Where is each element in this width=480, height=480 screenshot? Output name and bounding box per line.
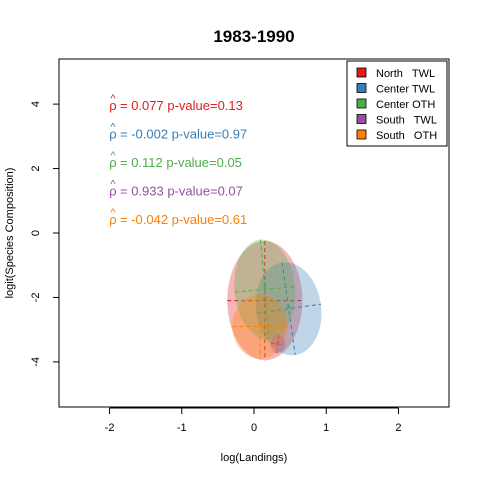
- legend-label: South TWL: [376, 115, 437, 127]
- x-tick-label: -2: [105, 422, 115, 434]
- confidence-ellipse: [255, 262, 322, 356]
- rho-hat: ^: [110, 207, 116, 219]
- legend-swatch: [356, 129, 367, 140]
- x-axis: -2 -1 0 1 2: [105, 407, 402, 434]
- legend-label: Center TWL: [376, 84, 435, 96]
- legend-swatch: [356, 114, 367, 124]
- ellipse-group: [234, 239, 296, 340]
- legend-swatch: [356, 98, 367, 109]
- x-tick-label: 1: [323, 422, 329, 434]
- rho-symbol: ρ: [109, 212, 116, 227]
- ellipse-layer: *****: [227, 239, 322, 361]
- correlation-annotation: = 0.112 p-value=0.05: [120, 155, 242, 170]
- legend-label: North TWL: [376, 68, 435, 80]
- ellipse-minor-axis: [281, 262, 296, 356]
- rho-symbol: ρ: [109, 184, 116, 199]
- ellipse-group: [270, 335, 286, 354]
- annotation-layer: ^ρ = 0.077 p-value=0.13^ρ = -0.002 p-value…: [109, 93, 247, 227]
- rho-hat: ^: [110, 179, 116, 191]
- rho-hat: ^: [110, 150, 116, 162]
- rho-symbol: ρ: [109, 155, 116, 170]
- ellipse-minor-axis: [259, 239, 270, 340]
- rho-hat: ^: [110, 122, 116, 134]
- y-tick-label: 2: [30, 165, 42, 171]
- chart-title: 1983-1990: [213, 27, 294, 46]
- center-point: *: [263, 284, 268, 296]
- correlation-annotation: = 0.933 p-value=0.07: [120, 184, 243, 199]
- y-tick-label: -2: [30, 293, 42, 303]
- y-tick-label: 4: [30, 101, 42, 107]
- legend-swatch: [356, 67, 367, 78]
- rho-hat: ^: [110, 93, 116, 105]
- center-point: *: [258, 321, 263, 333]
- ellipse-group: [232, 294, 288, 359]
- correlation-annotation: = 0.077 p-value=0.13: [120, 98, 243, 113]
- legend-label: South OTH: [376, 130, 437, 142]
- x-tick-label: 0: [251, 422, 257, 434]
- legend-swatch: [356, 83, 367, 93]
- y-tick-label: 0: [30, 230, 42, 236]
- rho-symbol: ρ: [109, 98, 116, 113]
- correlation-annotation: = -0.002 p-value=0.97: [120, 127, 247, 142]
- y-axis-label: logit(Species Composition): [4, 168, 16, 299]
- y-axis: -4 -2 0 2 4: [30, 101, 60, 367]
- x-tick-label: -1: [177, 422, 187, 434]
- legend-label: Center OTH: [376, 99, 435, 111]
- center-point: *: [287, 304, 292, 316]
- legend: North TWL Center TWL Center OTH South TWL So…: [346, 60, 448, 147]
- rho-symbol: ρ: [109, 127, 116, 142]
- x-axis-label: log(Landings): [221, 452, 288, 464]
- ellipse-minor-axis: [276, 335, 280, 354]
- correlation-annotation: = -0.042 p-value=0.61: [120, 212, 247, 227]
- x-tick-label: 2: [395, 422, 401, 434]
- center-point: *: [263, 296, 268, 308]
- center-point: *: [276, 339, 281, 351]
- confidence-ellipse: [232, 294, 288, 359]
- y-tick-label: -4: [30, 357, 42, 367]
